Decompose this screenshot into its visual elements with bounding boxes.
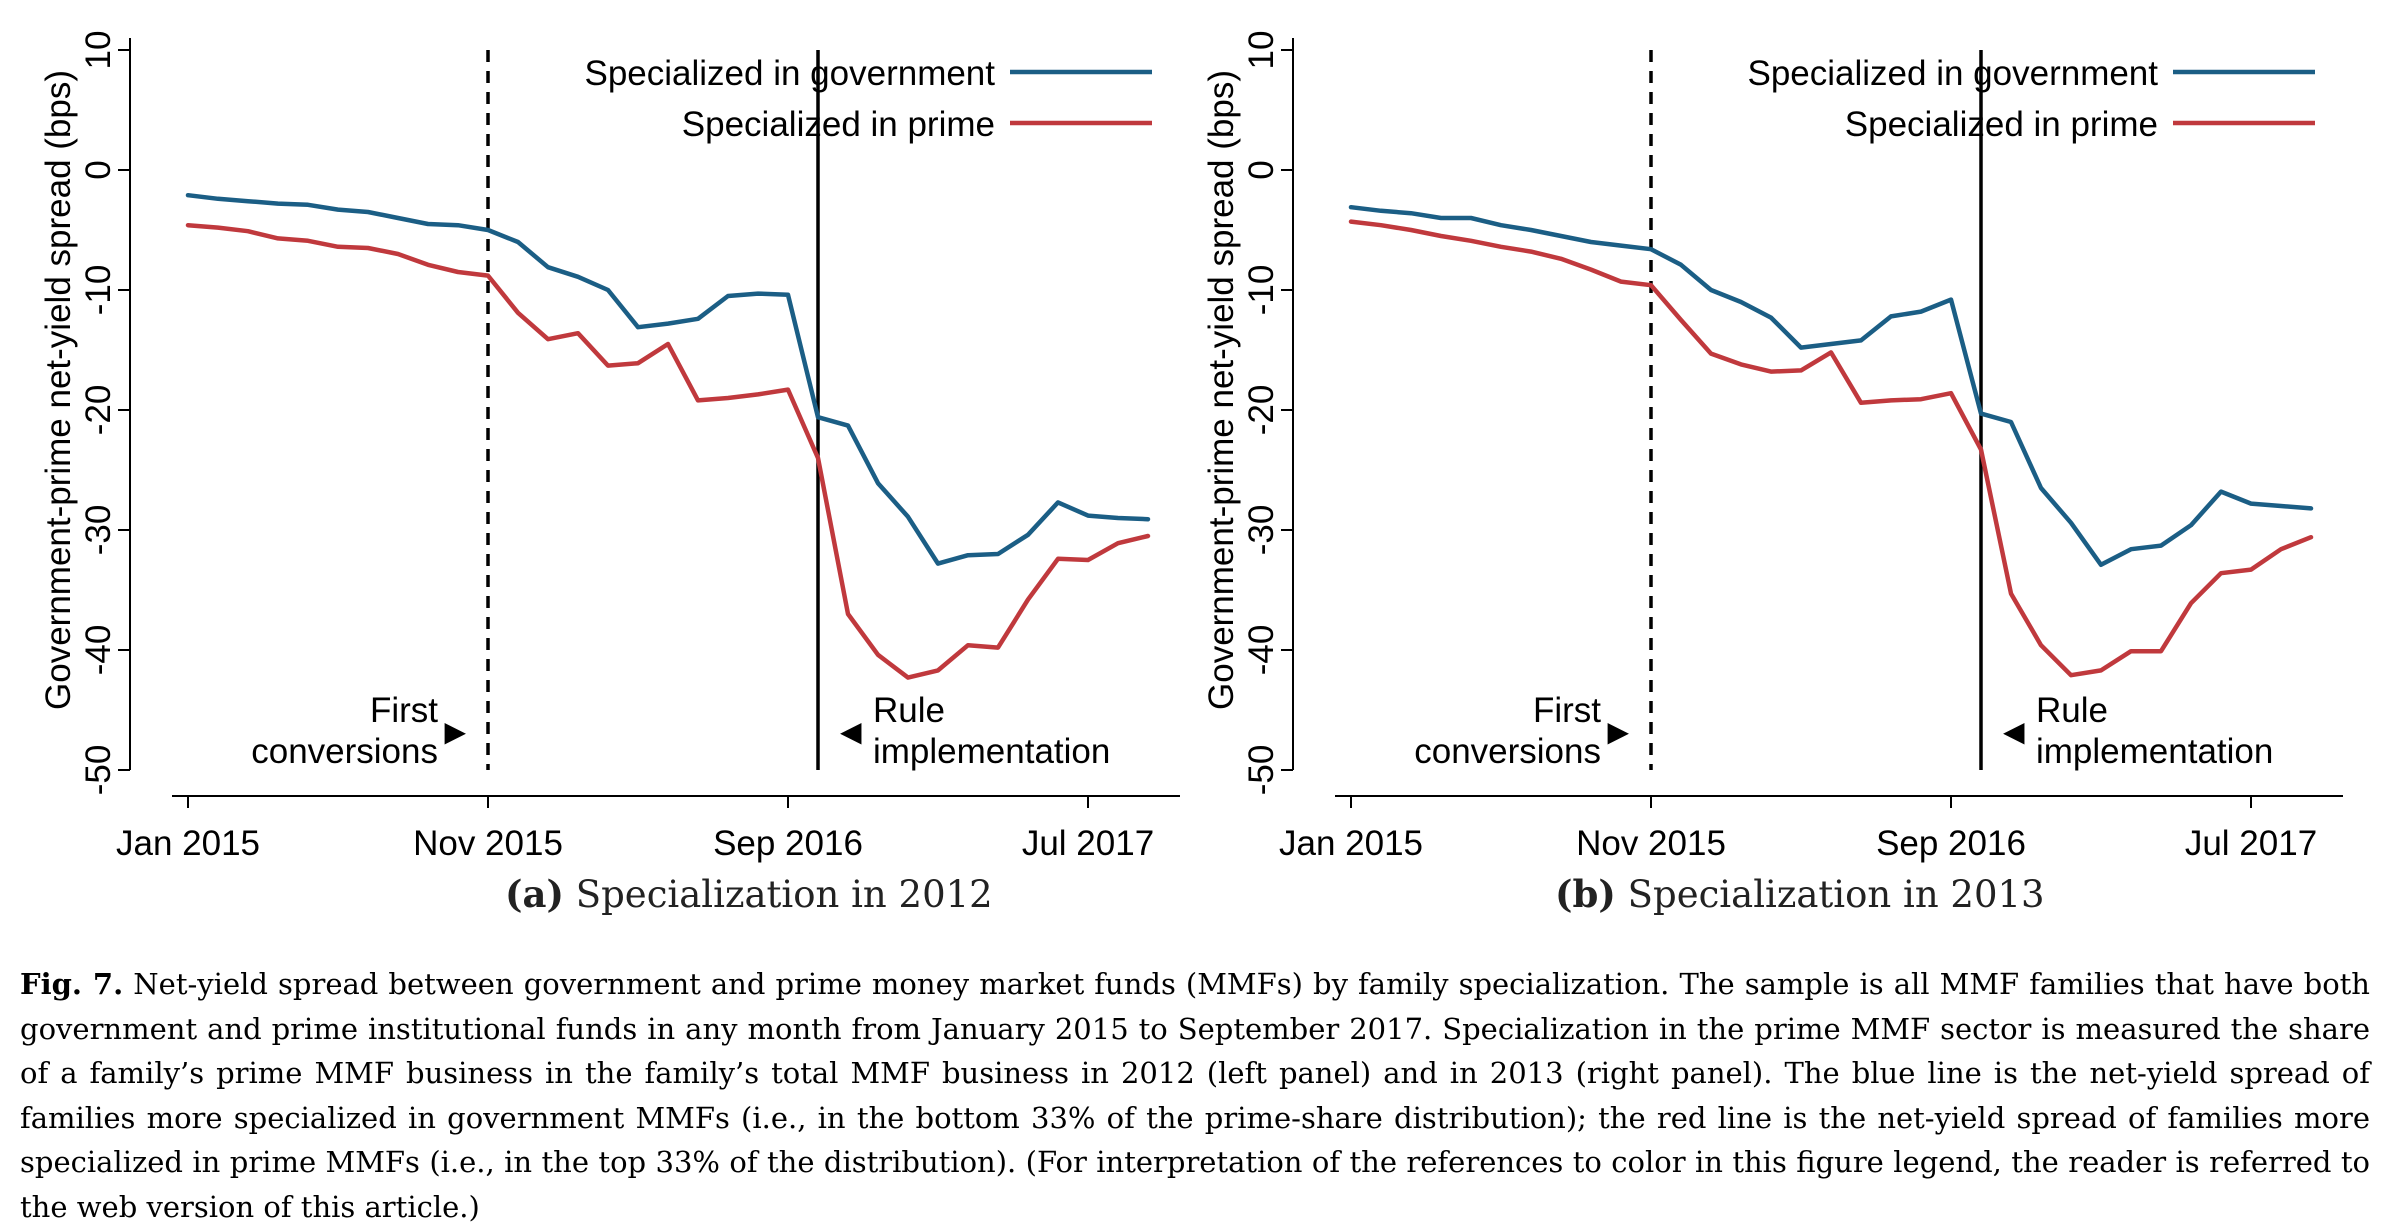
x-tick-label: Jul 2017 xyxy=(2185,824,2317,863)
x-tick-label: Jan 2015 xyxy=(116,824,260,863)
y-tick-label: -20 xyxy=(79,385,118,436)
x-tick-label: Jan 2015 xyxy=(1279,824,1423,863)
x-tick-label: Nov 2015 xyxy=(413,824,563,863)
y-tick-label: -40 xyxy=(1242,625,1281,676)
y-tick-label: -30 xyxy=(79,505,118,556)
prime-series-line xyxy=(185,222,1151,680)
annotation-arrow: ▶ xyxy=(444,716,466,747)
legend-label: Specialized in government xyxy=(1747,54,2158,93)
x-tick-label: Nov 2015 xyxy=(1576,824,1726,863)
y-tick-label: -50 xyxy=(79,745,118,796)
legend-label: Specialized in prime xyxy=(682,105,995,144)
x-tick-label: Jul 2017 xyxy=(1022,824,1154,863)
panel-title-a: Specialization in 2012 xyxy=(575,873,993,916)
annotation-label: First xyxy=(370,691,438,730)
annotation-label: implementation xyxy=(873,732,1110,771)
y-tick-label: 0 xyxy=(79,160,118,179)
y-tick-label: 10 xyxy=(1242,31,1281,70)
annotation-label: conversions xyxy=(1414,732,1601,771)
panel-title-b: Specialization in 2013 xyxy=(1627,873,2045,916)
panel-caption-a: (a) Specialization in 2012 xyxy=(505,872,993,916)
panel-label-b: (b) xyxy=(1555,872,1616,916)
legend-label: Specialized in prime xyxy=(1845,105,2158,144)
annotation-arrow: ▶ xyxy=(1607,716,1629,747)
annotation-label: conversions xyxy=(251,732,438,771)
panel-caption-b: (b) Specialization in 2013 xyxy=(1555,872,2045,916)
y-tick-label: -20 xyxy=(1242,385,1281,436)
government-series-line xyxy=(1348,204,2314,568)
x-tick-label: Sep 2016 xyxy=(1876,824,2026,863)
prime-series-line xyxy=(1348,219,2314,678)
figure-caption-text: Net-yield spread between government and … xyxy=(20,967,2370,1224)
y-tick-label: -30 xyxy=(1242,505,1281,556)
annotation-arrow: ◀ xyxy=(840,716,862,747)
x-tick-label: Sep 2016 xyxy=(713,824,863,863)
annotation-label: implementation xyxy=(2036,732,2273,771)
government-series-line xyxy=(185,192,1151,566)
annotation-label: Rule xyxy=(2036,691,2108,730)
panel-label-a: (a) xyxy=(505,872,564,916)
figure-caption: Fig. 7. Net-yield spread between governm… xyxy=(20,962,2370,1229)
annotation-label: Rule xyxy=(873,691,945,730)
y-tick-label: 0 xyxy=(1242,160,1281,179)
y-tick-label: 10 xyxy=(79,31,118,70)
y-tick-label: -40 xyxy=(79,625,118,676)
y-axis-title: Government-prime net-yield spread (bps) xyxy=(1202,70,1241,710)
legend-label: Specialized in government xyxy=(584,54,995,93)
y-axis-title: Government-prime net-yield spread (bps) xyxy=(39,70,78,710)
y-tick-label: -10 xyxy=(1242,265,1281,316)
annotation-arrow: ◀ xyxy=(2003,716,2025,747)
annotation-label: First xyxy=(1533,691,1601,730)
y-tick-label: -10 xyxy=(79,265,118,316)
y-tick-label: -50 xyxy=(1242,745,1281,796)
figure-caption-label: Fig. 7. xyxy=(20,967,124,1001)
